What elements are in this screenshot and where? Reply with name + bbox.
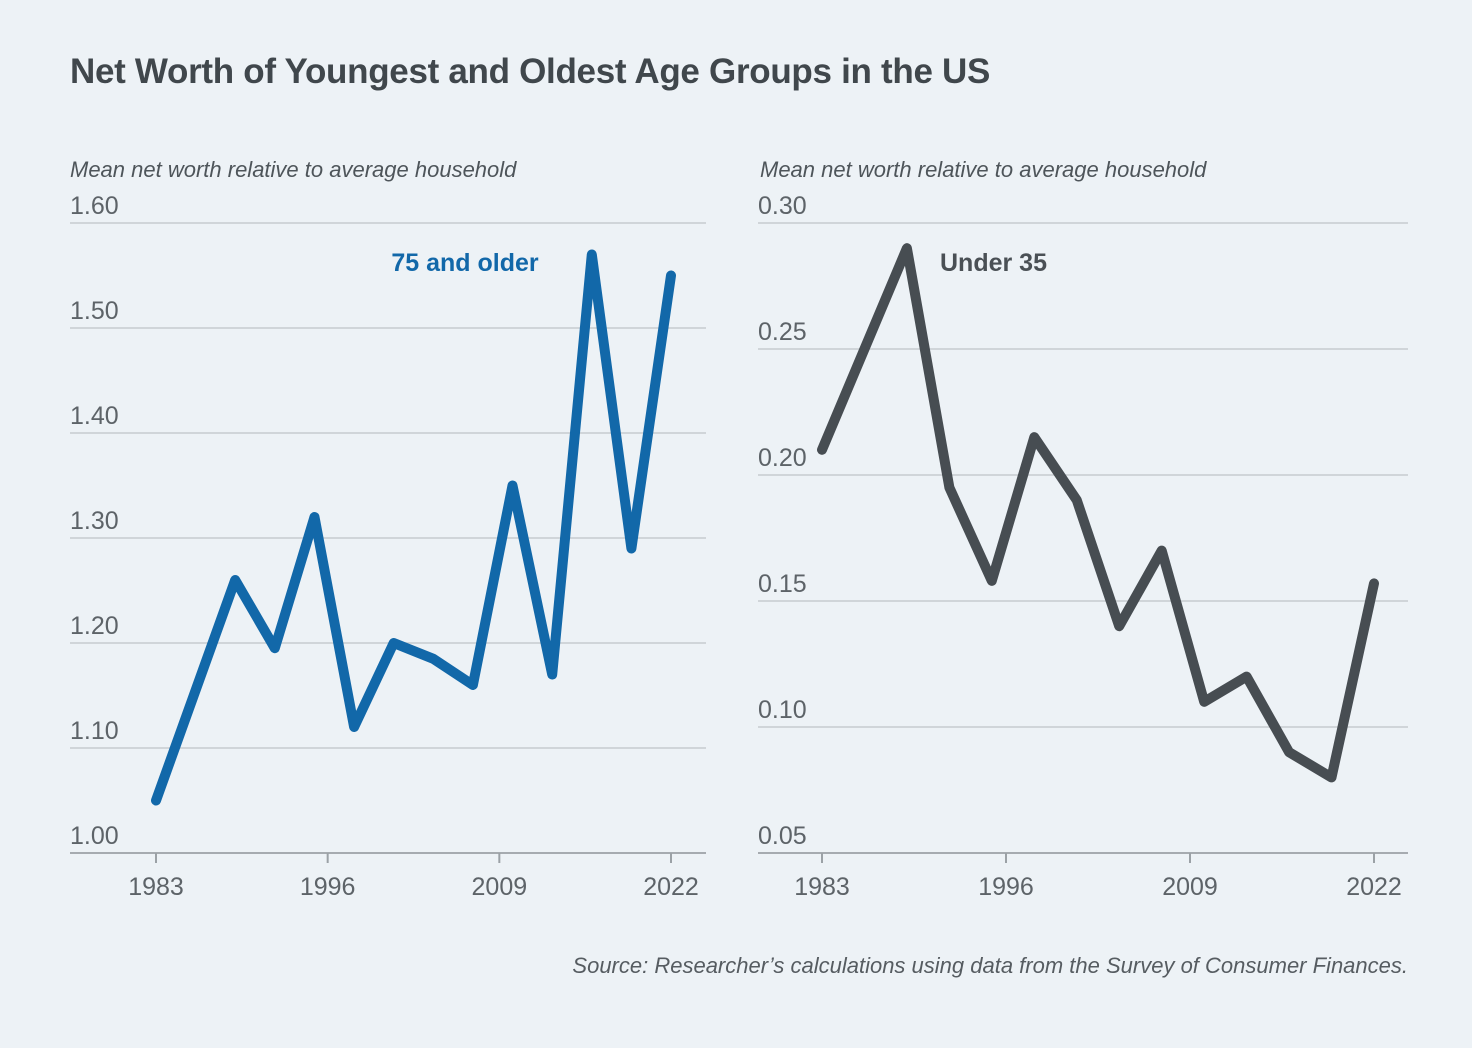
y-tick-label: 1.50 (70, 297, 119, 325)
y-tick-label: 0.20 (758, 444, 807, 472)
y-tick-label: 1.30 (70, 507, 119, 535)
chart-panel-75-and-older: Mean net worth relative to average house… (70, 150, 720, 915)
x-tick-label: 1996 (978, 873, 1034, 901)
series-line-under-35 (817, 243, 1379, 783)
axis-title-right: Mean net worth relative to average house… (760, 157, 1207, 182)
y-tick-label: 0.30 (758, 192, 807, 220)
y-tick-label: 1.00 (70, 822, 119, 850)
y-tick-label: 0.05 (758, 822, 807, 850)
y-tick-label: 0.10 (758, 696, 807, 724)
x-tick-label: 2022 (643, 873, 699, 901)
x-tick-label: 2009 (1162, 873, 1218, 901)
y-tick-label: 1.40 (70, 402, 119, 430)
axis-labels-left: 1.60 1.50 1.40 1.30 1.20 1.10 1.00 1983 1996 2009… (70, 192, 699, 901)
x-tick-label: 1983 (128, 873, 184, 901)
grid-right (758, 222, 1408, 863)
series-line-75-and-older (151, 249, 676, 806)
x-tick-label: 1983 (794, 873, 850, 901)
y-tick-label: 1.10 (70, 717, 119, 745)
source-note: Source: Researcher’s calculations using … (572, 953, 1408, 978)
axis-title-left: Mean net worth relative to average house… (70, 157, 517, 182)
y-tick-label: 0.15 (758, 570, 807, 598)
y-tick-label: 1.60 (70, 192, 119, 220)
x-tick-label: 2009 (472, 873, 528, 901)
x-tick-label: 1996 (300, 873, 356, 901)
x-tick-label: 2022 (1346, 873, 1402, 901)
series-label-75-and-older: 75 and older (391, 249, 539, 277)
y-tick-label: 0.25 (758, 318, 807, 346)
chart-panel-under-35: Mean net worth relative to average house… (758, 150, 1410, 915)
page-title: Net Worth of Youngest and Oldest Age Gro… (70, 52, 991, 91)
series-label-under-35: Under 35 (940, 249, 1047, 277)
axis-labels-right: 0.30 0.25 0.20 0.15 0.10 0.05 1983 1996 2009 2022 (758, 192, 1402, 901)
y-tick-label: 1.20 (70, 612, 119, 640)
